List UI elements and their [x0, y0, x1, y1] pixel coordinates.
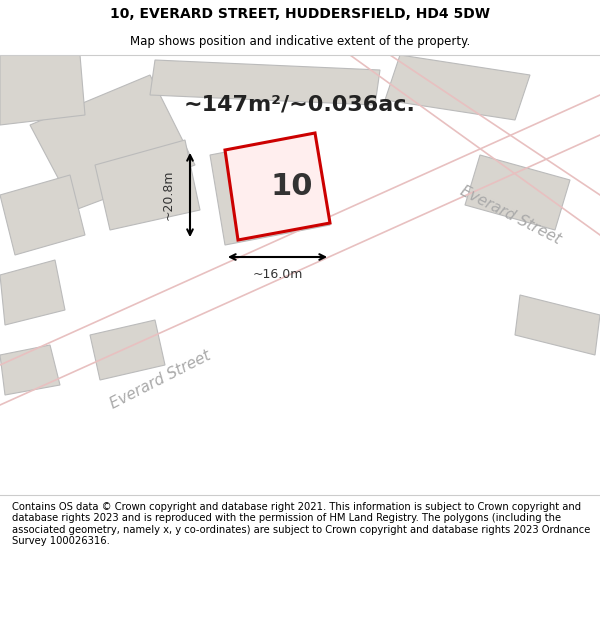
- Polygon shape: [0, 175, 85, 255]
- Polygon shape: [225, 133, 330, 240]
- Polygon shape: [0, 55, 85, 125]
- Polygon shape: [95, 140, 200, 230]
- Polygon shape: [385, 55, 530, 120]
- Text: Contains OS data © Crown copyright and database right 2021. This information is : Contains OS data © Crown copyright and d…: [12, 501, 590, 546]
- Text: 10, EVERARD STREET, HUDDERSFIELD, HD4 5DW: 10, EVERARD STREET, HUDDERSFIELD, HD4 5D…: [110, 7, 490, 21]
- Text: ~16.0m: ~16.0m: [253, 269, 302, 281]
- Text: Map shows position and indicative extent of the property.: Map shows position and indicative extent…: [130, 35, 470, 48]
- Text: Everard Street: Everard Street: [457, 183, 563, 247]
- Polygon shape: [0, 260, 65, 325]
- Polygon shape: [515, 295, 600, 355]
- Polygon shape: [150, 60, 380, 105]
- Text: ~147m²/~0.036ac.: ~147m²/~0.036ac.: [184, 95, 416, 115]
- Text: Everard Street: Everard Street: [107, 348, 213, 412]
- Polygon shape: [90, 320, 165, 380]
- Text: 10: 10: [271, 172, 313, 201]
- Polygon shape: [465, 155, 570, 230]
- Text: ~20.8m: ~20.8m: [161, 170, 175, 220]
- Polygon shape: [30, 75, 195, 210]
- Polygon shape: [210, 135, 330, 245]
- Polygon shape: [0, 345, 60, 395]
